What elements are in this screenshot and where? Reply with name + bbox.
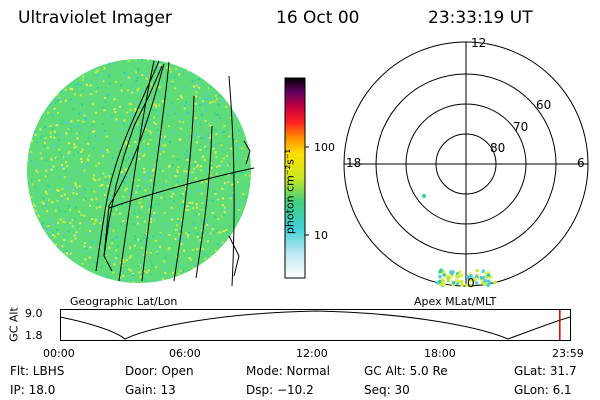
mlt-label-12: 12: [471, 36, 487, 50]
timeline-xtick-0600: 06:00: [169, 347, 201, 360]
glat-info: GLat: 31.7: [514, 364, 577, 378]
timeline-xtick-1800: 18:00: [424, 347, 456, 360]
lat-label-70: 70: [513, 120, 529, 134]
timeline-ytick-top: 9.0: [25, 307, 43, 320]
apex-label: Apex MLat/MLT: [414, 295, 497, 308]
timeline-xtick-1200: 12:00: [296, 347, 328, 360]
dsp-info: Dsp: −10.2: [246, 383, 314, 397]
timeline-ylabel: GC Alt: [7, 307, 21, 342]
timeline-xtick-0000: 00:00: [43, 347, 75, 360]
gain-info: Gain: 13: [125, 383, 176, 397]
ip-info: IP: 18.0: [10, 383, 56, 397]
lat-label-60: 60: [536, 98, 552, 112]
altitude-timeline: [59, 309, 571, 341]
color-bar: [284, 77, 309, 279]
glon-info: GLon: 6.1: [514, 383, 572, 397]
auroral-emission: [435, 268, 497, 288]
time-label: 23:33:19 UT: [428, 8, 533, 28]
apex-polar-plot: [343, 41, 589, 288]
map-overlay: [95, 60, 255, 287]
geographic-label: Geographic Lat/Lon: [70, 295, 178, 308]
colorbar-tick-100: 100: [314, 141, 335, 154]
mode-info: Mode: Normal: [246, 364, 330, 378]
geographic-image-panel: [27, 59, 255, 287]
instrument-title: Ultraviolet Imager: [18, 8, 172, 28]
filter-info: Flt: LBHS: [10, 364, 65, 378]
image-disc: [27, 59, 251, 283]
seq-info: Seq: 30: [364, 383, 410, 397]
colorbar-tick-10: 10: [314, 229, 328, 242]
date-label: 16 Oct 00: [276, 8, 360, 28]
colorbar-unit-label: photon cm⁻²s⁻¹: [283, 148, 297, 235]
door-info: Door: Open: [125, 364, 194, 378]
mlt-label-6: 6: [577, 156, 585, 170]
mlt-label-18: 18: [346, 156, 362, 170]
mlt-label-0: 0: [467, 276, 475, 290]
timeline-ytick-bottom: 1.8: [25, 329, 43, 342]
gc-alt-info: GC Alt: 5.0 Re: [364, 364, 448, 378]
lat-label-80: 80: [490, 141, 506, 155]
timeline-xtick-2359: 23:59: [552, 347, 584, 360]
